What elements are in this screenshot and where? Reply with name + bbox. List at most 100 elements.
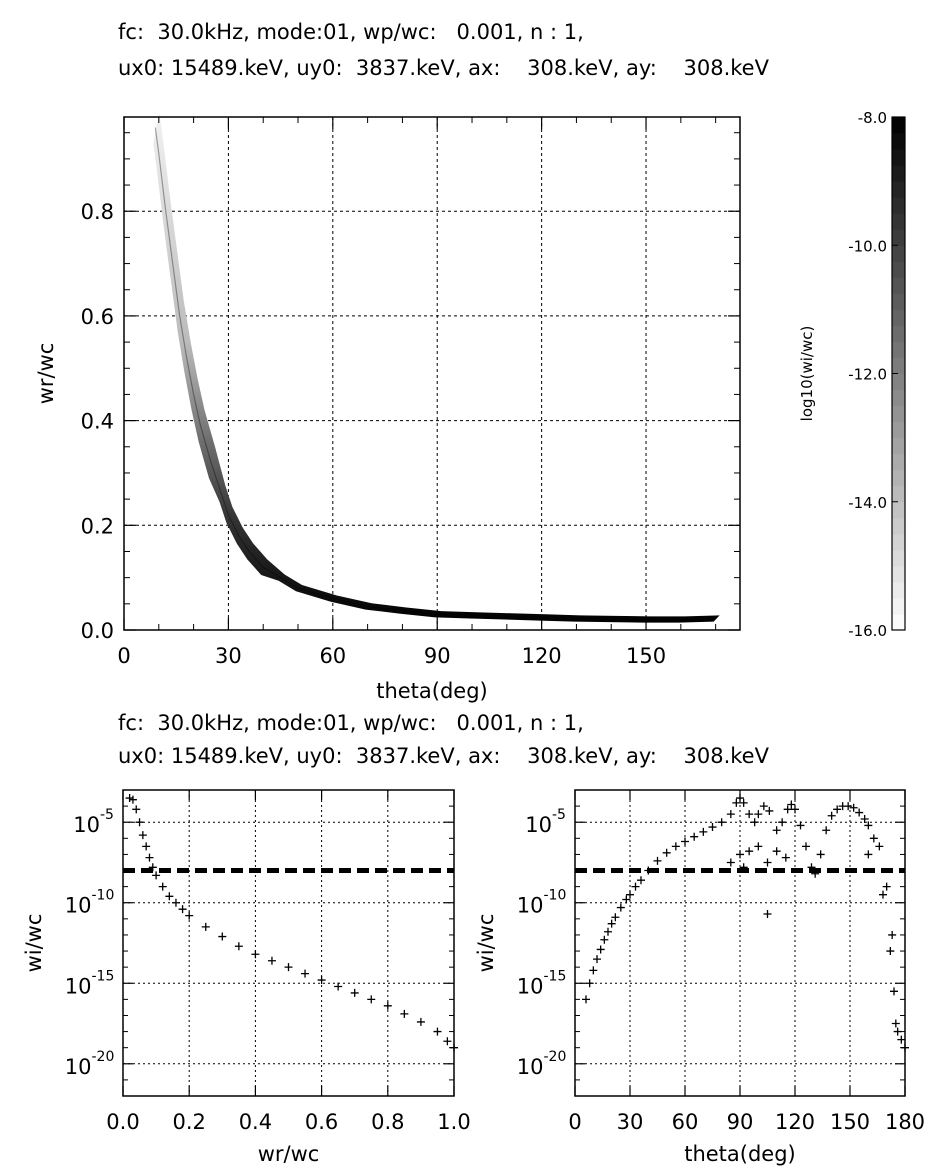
right-scatter-y-tick-label: 10 [517,974,544,998]
right-scatter-point [622,896,630,904]
left-scatter-frame [123,790,454,1096]
right-scatter-point [586,979,594,987]
right-scatter-point [784,805,792,813]
colorbar-step [892,598,905,615]
right-scatter-point [773,847,781,855]
right-scatter-point [765,807,773,815]
right-scatter-point [637,876,645,884]
x-tick-label: 120 [522,644,562,668]
left-scatter-point [165,892,173,900]
left-scatter-point [179,905,187,913]
colorbar-step [892,374,905,391]
right-scatter-point [617,904,625,912]
right-scatter-point [608,920,616,928]
right-scatter-point [787,800,795,808]
left-scatter-y-axis-label: wi/wc [22,914,46,973]
colorbar-step [892,502,905,519]
right-scatter-y-tick-label: 10 [517,894,544,918]
colorbar-step [892,390,905,407]
left-scatter-y-tick-label: 10 [65,974,92,998]
right-scatter-point [888,931,896,939]
x-tick-label: 60 [319,644,346,668]
right-scatter-point [589,966,597,974]
colorbar-step [892,470,905,487]
left-scatter-point [185,912,193,920]
left-scatter-point [145,854,153,862]
left-scatter-point [400,1010,408,1018]
colorbar-step [892,550,905,567]
y-tick-label: 0.4 [81,410,114,434]
left-scatter-y-tick-label: 10 [65,894,92,918]
right-scatter-point [892,1020,900,1028]
colorbar-tick-label: -8.0 [858,109,887,127]
left-scatter-point [152,871,160,879]
colorbar-step [892,486,905,503]
right-scatter-x-tick-label: 30 [617,1110,644,1134]
right-scatter-point [663,849,671,857]
right-scatter-point [732,799,740,807]
left-scatter-y-tick-exponent: -5 [100,807,114,823]
colorbar-step [892,341,905,358]
colorbar-tick-label: -14.0 [848,494,887,512]
right-scatter-point [740,799,748,807]
left-scatter-point [384,1002,392,1010]
right-scatter-point [828,812,836,820]
left-scatter-point [235,942,243,950]
colorbar-step [892,309,905,326]
colorbar-tick-label: -16.0 [848,622,887,640]
right-scatter-y-tick-label: 10 [525,813,552,837]
right-scatter-x-tick-label: 120 [775,1110,815,1134]
left-scatter-x-tick-label: 0.4 [239,1110,272,1134]
colorbar-step [892,133,905,150]
colorbar-step [892,213,905,230]
right-scatter-point [782,854,790,862]
top-plot-frame [124,117,740,630]
right-scatter-point [864,850,872,858]
right-scatter-point [760,802,768,810]
left-scatter-x-axis-label: wr/wc [258,1142,320,1166]
right-scatter-point [778,818,786,826]
right-scatter-point [791,805,799,813]
left-scatter-point [218,933,226,941]
left-scatter-x-tick-label: 0.2 [172,1110,205,1134]
right-scatter-point [593,955,601,963]
y-tick-label: 0.2 [81,514,114,538]
colorbar-step [892,261,905,278]
left-scatter-x-tick-label: 0.6 [305,1110,338,1134]
right-scatter-point [644,867,652,875]
right-scatter-point [897,1036,905,1044]
right-scatter-point [690,833,698,841]
right-scatter-y-axis-label: wi/wc [474,914,498,973]
left-scatter-x-tick-label: 0.8 [371,1110,404,1134]
colorbar-tick-label: -10.0 [848,237,887,255]
right-scatter-y-tick-exponent: -10 [544,888,567,904]
figure-canvas: 0 30 60 90 120 1500.00.20.40.60.8theta(deg)wr… [0,0,938,1175]
right-scatter-point [709,823,717,831]
wr-curve-band [153,112,719,623]
colorbar-label: log10(wi/wc) [798,326,816,422]
right-scatter-point [654,857,662,865]
left-scatter-point [139,831,147,839]
right-scatter-point [879,891,887,899]
colorbar-step [892,534,905,551]
right-scatter-point [886,947,894,955]
right-scatter-point [745,847,753,855]
right-scatter-point [754,810,762,818]
left-scatter-y-tick-exponent: -10 [92,888,115,904]
right-scatter-point [632,883,640,891]
left-scatter-y-tick-label: 10 [73,813,100,837]
right-scatter-point [797,821,805,829]
colorbar-step [892,277,905,294]
right-scatter-point [597,945,605,953]
left-scatter-point [172,899,180,907]
right-scatter-point [611,913,619,921]
right-scatter-point [890,987,898,995]
right-scatter-point [600,936,608,944]
left-scatter-point [268,957,276,965]
left-scatter-point [136,818,144,826]
right-scatter-x-tick-label: 150 [830,1110,870,1134]
y-tick-label: 0.0 [81,619,114,643]
right-scatter-point [727,810,735,818]
right-scatter-point [727,858,735,866]
colorbar-tick-label: -12.0 [848,366,887,384]
